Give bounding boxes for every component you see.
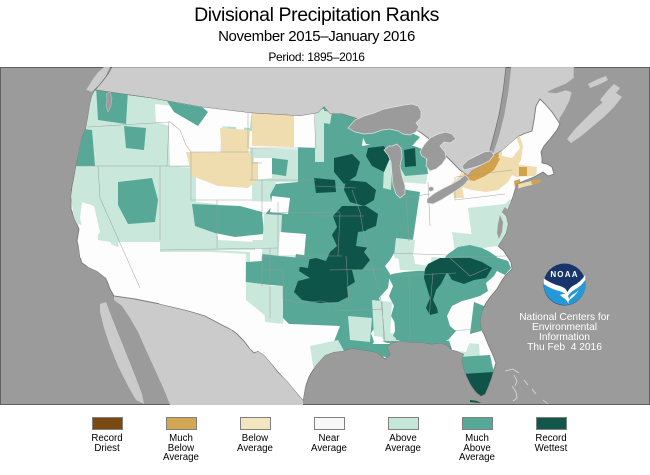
svg-text:Environmental: Environmental	[532, 322, 597, 333]
svg-text:NOAA: NOAA	[550, 270, 578, 279]
svg-text:National Centers for: National Centers for	[519, 312, 610, 323]
svg-text:Information: Information	[539, 332, 590, 343]
svg-text:Thu Feb 4 2016: Thu Feb 4 2016	[527, 342, 602, 353]
